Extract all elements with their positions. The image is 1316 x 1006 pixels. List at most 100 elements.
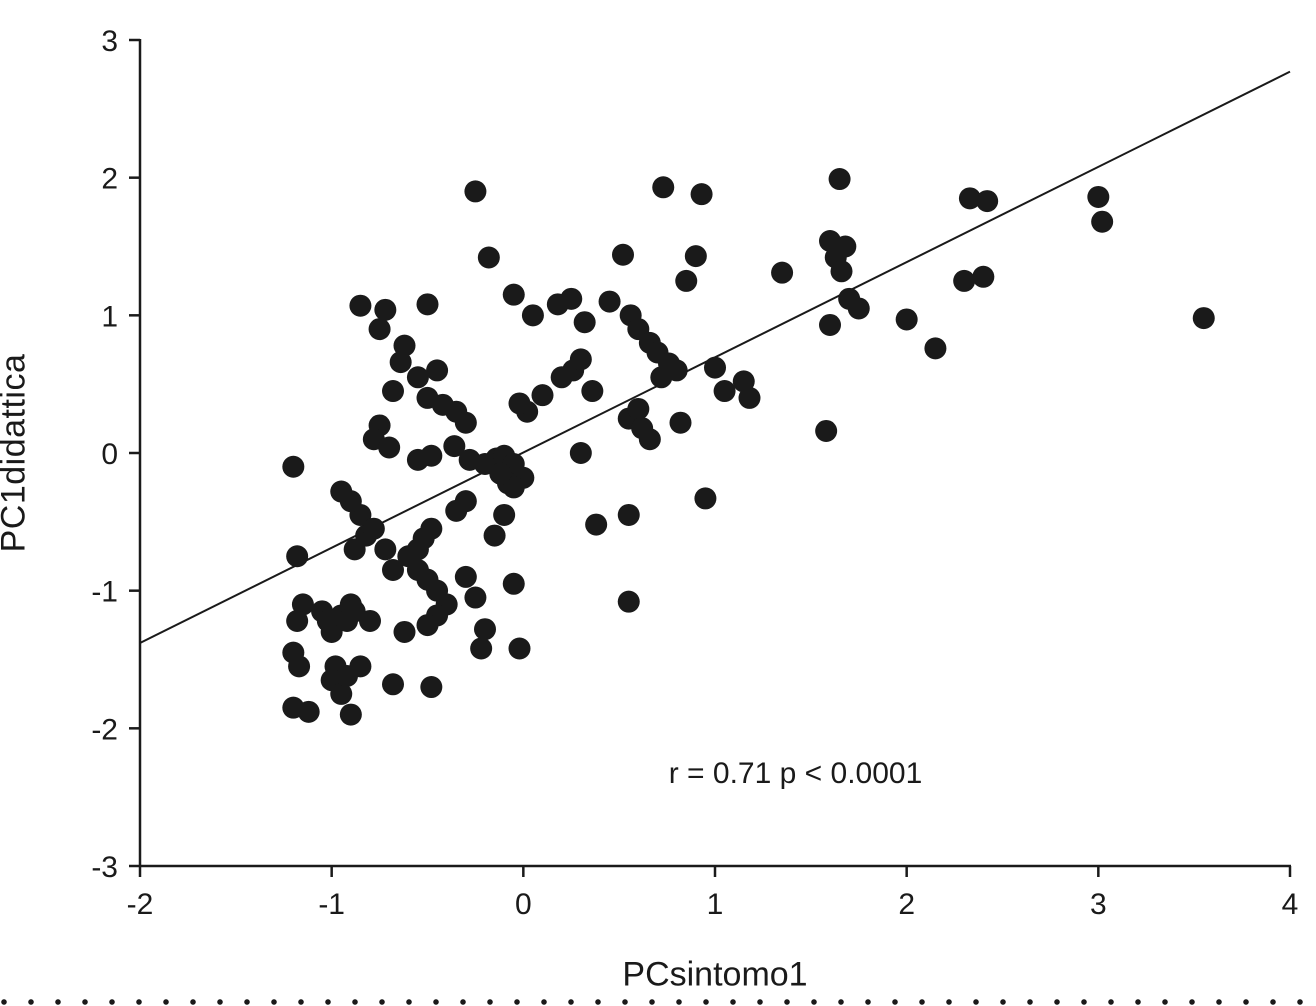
data-point <box>286 609 309 632</box>
x-tick-label: 4 <box>1282 888 1299 921</box>
data-point <box>489 462 512 485</box>
data-point <box>470 637 493 660</box>
data-point <box>445 499 468 522</box>
data-point <box>330 480 353 503</box>
data-point <box>291 593 314 616</box>
data-point <box>521 304 544 327</box>
data-point <box>665 359 688 382</box>
data-point <box>474 618 496 641</box>
data-point <box>464 586 487 609</box>
data-point <box>420 517 443 540</box>
data-point <box>585 513 608 536</box>
y-tick-label: -3 <box>91 851 118 884</box>
data-point <box>349 294 372 317</box>
data-point <box>426 359 449 382</box>
data-point <box>694 487 717 510</box>
x-tick-label: 3 <box>1090 888 1107 921</box>
data-point <box>617 590 640 613</box>
data-point <box>732 370 755 393</box>
y-axis-title: PC1didattica <box>0 353 33 553</box>
data-point <box>382 559 404 582</box>
data-point <box>612 243 634 266</box>
data-point <box>573 311 596 334</box>
data-point <box>976 190 999 213</box>
data-point <box>359 609 381 632</box>
data-point <box>924 337 947 360</box>
data-point <box>953 269 976 292</box>
data-point <box>828 168 851 191</box>
data-point <box>581 380 604 403</box>
data-point <box>454 565 477 588</box>
data-point <box>378 436 401 459</box>
data-point <box>895 308 918 331</box>
y-tick-label: 2 <box>101 163 118 196</box>
data-point <box>416 614 439 637</box>
data-point <box>389 351 412 374</box>
data-point <box>483 524 506 547</box>
data-point <box>349 655 372 678</box>
correlation-annotation: r = 0.71 p < 0.0001 <box>668 756 923 790</box>
x-tick-label: -1 <box>318 888 345 921</box>
data-point <box>493 503 516 526</box>
data-point <box>420 444 443 467</box>
data-point <box>560 287 583 310</box>
data-point <box>288 655 311 678</box>
data-point <box>443 435 466 458</box>
data-point <box>420 676 443 699</box>
data-point <box>847 297 870 320</box>
y-tick-label: 0 <box>101 438 118 471</box>
data-point <box>454 411 477 434</box>
data-point <box>627 397 650 420</box>
y-tick-label: 1 <box>101 300 118 333</box>
y-tick-label: -1 <box>91 576 118 609</box>
x-tick-label: 0 <box>515 888 532 921</box>
x-tick-label: 1 <box>707 888 724 921</box>
data-point <box>339 703 362 726</box>
data-point <box>362 517 385 540</box>
data-point <box>569 348 592 371</box>
data-point <box>569 442 592 464</box>
data-point <box>958 187 981 210</box>
data-point <box>1091 210 1114 233</box>
data-point <box>382 380 404 403</box>
data-point <box>393 620 416 643</box>
data-point <box>669 411 692 434</box>
data-point <box>531 384 554 407</box>
data-point <box>320 620 343 643</box>
data-point <box>508 637 531 660</box>
data-point <box>738 386 761 409</box>
data-point <box>330 682 353 705</box>
data-point <box>819 313 841 336</box>
data-point <box>652 176 675 199</box>
data-point <box>477 246 500 269</box>
data-point <box>502 283 525 306</box>
data-point <box>684 245 707 268</box>
x-tick-label: 2 <box>898 888 915 921</box>
y-tick-label: -2 <box>91 713 118 746</box>
data-point <box>675 269 698 292</box>
data-point <box>1087 185 1110 208</box>
data-point <box>704 356 726 379</box>
data-point <box>830 260 853 283</box>
data-point <box>416 293 439 316</box>
data-point <box>508 392 531 415</box>
data-point <box>374 298 397 321</box>
scan-artifact-dotted-line <box>0 998 1316 1006</box>
data-point <box>286 545 309 568</box>
data-point <box>368 318 391 341</box>
data-point <box>638 428 661 451</box>
data-point <box>393 334 416 357</box>
data-point <box>464 180 487 203</box>
data-point <box>502 476 525 499</box>
data-point <box>815 419 838 442</box>
x-axis-title: PCsintomo1 <box>622 955 808 994</box>
data-point <box>282 455 305 478</box>
data-point <box>502 572 525 595</box>
data-point <box>617 503 640 526</box>
data-point <box>1192 307 1215 330</box>
data-point <box>406 366 429 389</box>
data-point <box>382 673 404 696</box>
data-point <box>972 265 995 288</box>
